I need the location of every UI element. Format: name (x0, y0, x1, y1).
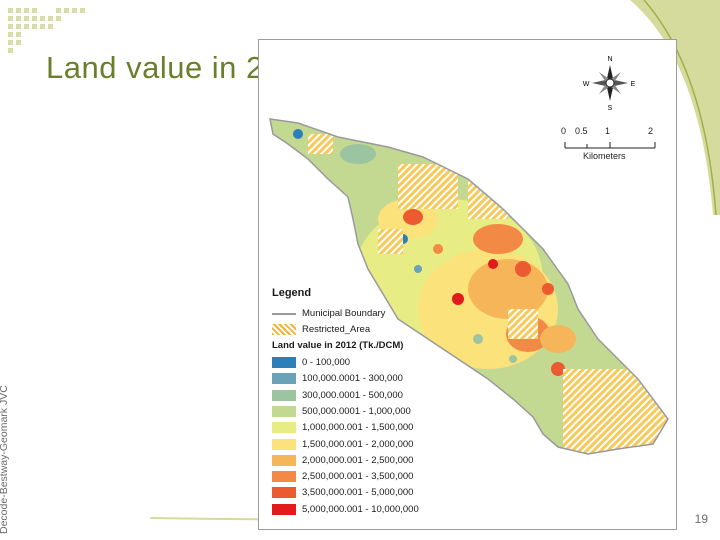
land-value-map (269, 118, 669, 455)
decor-dot (64, 8, 69, 13)
legend-class-label: 300,000.0001 - 500,000 (302, 389, 403, 401)
legend-color-swatch (272, 438, 296, 450)
legend-color-swatch (272, 454, 296, 466)
legend-class-label: 5,000,000.001 - 10,000,000 (302, 503, 419, 515)
legend-color-swatch (272, 389, 296, 401)
decor-dot (56, 16, 61, 21)
corner-swoosh-decoration (630, 0, 720, 215)
compass-w: W (583, 81, 590, 88)
compass-e: E (631, 81, 636, 88)
scale-label-0: 0 (561, 126, 567, 136)
legend-class-label: 0 - 100,000 (302, 357, 351, 368)
decor-dot (16, 8, 21, 13)
legend-class-label: 100,000.0001 - 300,000 (302, 373, 403, 385)
page-number: 19 (694, 512, 708, 526)
decor-dot (16, 32, 21, 37)
legend-color-swatch (272, 373, 296, 385)
decor-dot (80, 8, 85, 13)
decor-dot (8, 48, 13, 53)
decor-dot (16, 16, 21, 21)
scale-label-2: 2 (648, 126, 654, 136)
decor-dot (24, 8, 29, 13)
decor-dot (40, 16, 45, 21)
decor-dot (72, 8, 77, 13)
legend-class-label: 1,500,000.001 - 2,000,000 (302, 438, 414, 450)
legend-class-label: 2,500,000.001 - 3,500,000 (302, 471, 414, 483)
decor-dot (32, 8, 37, 13)
decor-dot (40, 24, 45, 29)
boundary-line-swatch (272, 313, 296, 315)
legend-color-swatch (272, 503, 296, 515)
decor-dot (32, 24, 37, 29)
legend-value-title: Land value in 2012 (Tk./DCM) (272, 340, 404, 351)
decor-dot (24, 24, 29, 29)
legend-class-label: 1,000,000.001 - 1,500,000 (302, 422, 414, 434)
scale-units: Kilometers (583, 151, 626, 161)
restricted-swatch (272, 324, 296, 335)
decor-dot (16, 24, 21, 29)
compass-n: N (607, 56, 612, 63)
legend-color-swatch (272, 471, 296, 483)
compass-icon: N S E W (583, 56, 636, 111)
scale-label-1: 1 (605, 126, 611, 136)
legend-color-swatch (272, 405, 296, 417)
legend-class-label: 2,000,000.001 - 2,500,000 (302, 454, 414, 466)
decor-dot (48, 24, 53, 29)
decor-dot (8, 24, 13, 29)
side-credit-text: Decode-Bestway-Geomark JVC (0, 385, 10, 534)
legend-title: Legend (272, 287, 312, 299)
legend-color-swatch (272, 357, 296, 368)
compass-s: S (608, 105, 613, 111)
scale-bar: 0 0.5 1 2 Kilometers (558, 126, 666, 166)
decor-dot (8, 40, 13, 45)
decor-dot (8, 8, 13, 13)
decor-dot (48, 16, 53, 21)
legend-color-swatch (272, 487, 296, 499)
decor-dot (16, 40, 21, 45)
decor-dot (32, 16, 37, 21)
decor-dot (8, 32, 13, 37)
scale-ticks (564, 142, 656, 149)
municipal-boundary-line (269, 118, 669, 455)
scale-label-0-5: 0.5 (575, 126, 588, 136)
decor-dot (56, 8, 61, 13)
decor-dot (8, 16, 13, 21)
legend-color-swatch (272, 422, 296, 434)
decor-dot (24, 16, 29, 21)
legend-class-label: 500,000.0001 - 1,000,000 (302, 405, 411, 417)
legend-class-label: 3,500,000.001 - 5,000,000 (302, 487, 414, 499)
